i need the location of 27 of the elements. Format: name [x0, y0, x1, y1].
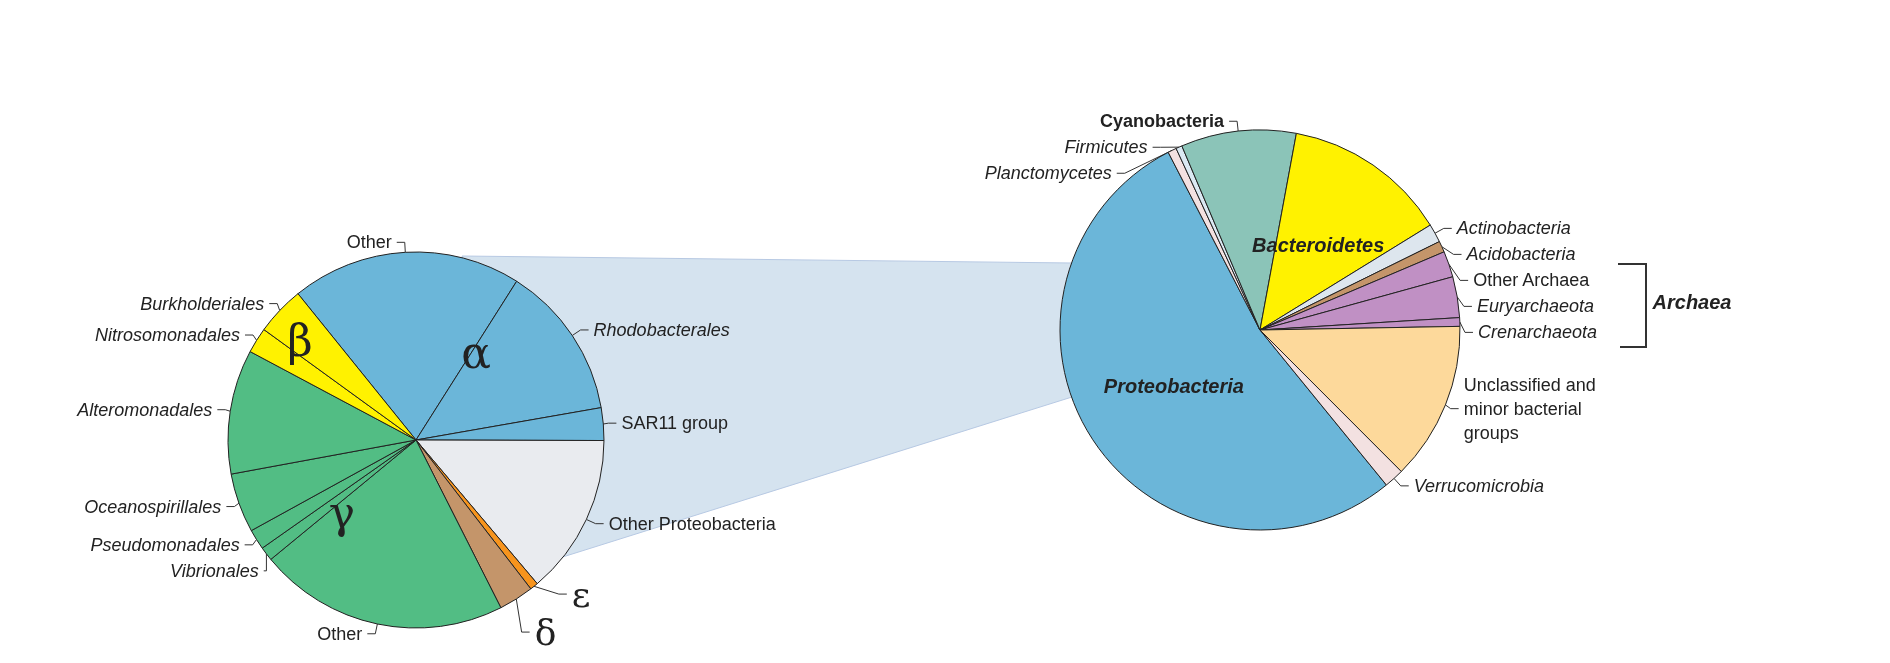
slice-label: Alteromonadales [76, 399, 213, 420]
slice-label: Cyanobacteria [1100, 111, 1226, 132]
slice-label: Crenarchaeota [1477, 322, 1598, 343]
slice-label: Planctomycetes [984, 163, 1112, 184]
text: Archaea [1651, 291, 1732, 313]
slice-label: δ [534, 611, 557, 653]
text: β [287, 314, 313, 366]
slice-label: Unclassified and minor bacterial groups [1463, 374, 1601, 443]
slice-label: Euryarchaeota [1476, 296, 1594, 317]
slice-label: Pseudomonadales [90, 534, 240, 555]
slice-label: Vibrionales [169, 560, 259, 581]
slice-label: Other Archaea [1473, 270, 1591, 291]
slice-label: Acidobacteria [1465, 244, 1576, 265]
text: γ [328, 486, 356, 538]
slice-label: Rhodobacterales [593, 319, 730, 340]
slice-label: Burkholderiales [140, 293, 265, 314]
slice-label: Verrucomicrobia [1413, 475, 1545, 496]
slice-label: Nitrosomonadales [94, 325, 241, 346]
slice-label: Actinobacteria [1455, 218, 1571, 239]
slice-label: Other Proteobacteria [608, 513, 777, 534]
slice-label: Oceanospirillales [84, 496, 222, 517]
slice-label: Other [317, 623, 363, 644]
slice-label: Firmicutes [1064, 137, 1148, 158]
slice-label: SAR11 group [621, 413, 729, 434]
slice-label: Other [346, 232, 392, 253]
slice-label: Proteobacteria [1103, 375, 1244, 398]
slice-label: ε [571, 573, 591, 615]
